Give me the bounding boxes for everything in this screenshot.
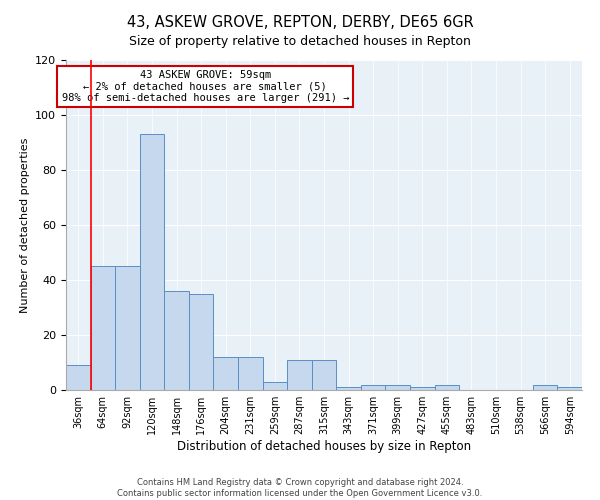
Text: 43 ASKEW GROVE: 59sqm
← 2% of detached houses are smaller (5)
98% of semi-detach: 43 ASKEW GROVE: 59sqm ← 2% of detached h… <box>62 70 349 103</box>
Bar <box>189 294 214 390</box>
Bar <box>385 384 410 390</box>
Bar <box>533 384 557 390</box>
Bar <box>238 357 263 390</box>
Bar <box>214 357 238 390</box>
Bar <box>164 291 189 390</box>
Bar <box>91 266 115 390</box>
Bar <box>66 365 91 390</box>
Bar <box>263 382 287 390</box>
Bar <box>336 387 361 390</box>
Bar <box>557 387 582 390</box>
Text: 43, ASKEW GROVE, REPTON, DERBY, DE65 6GR: 43, ASKEW GROVE, REPTON, DERBY, DE65 6GR <box>127 15 473 30</box>
X-axis label: Distribution of detached houses by size in Repton: Distribution of detached houses by size … <box>177 440 471 453</box>
Bar <box>410 387 434 390</box>
Bar <box>287 360 312 390</box>
Bar <box>361 384 385 390</box>
Bar <box>312 360 336 390</box>
Y-axis label: Number of detached properties: Number of detached properties <box>20 138 29 312</box>
Bar <box>115 266 140 390</box>
Bar <box>140 134 164 390</box>
Bar <box>434 384 459 390</box>
Text: Size of property relative to detached houses in Repton: Size of property relative to detached ho… <box>129 35 471 48</box>
Text: Contains HM Land Registry data © Crown copyright and database right 2024.
Contai: Contains HM Land Registry data © Crown c… <box>118 478 482 498</box>
